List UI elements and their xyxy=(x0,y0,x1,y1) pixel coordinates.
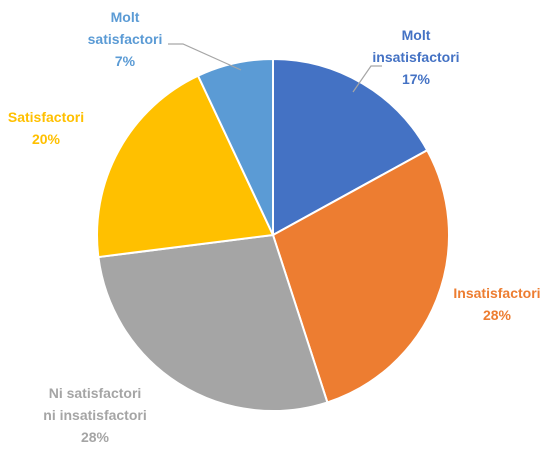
slice-label-4: Molt satisfactori 7% xyxy=(88,9,163,69)
pie-slice-2 xyxy=(97,233,329,412)
leader-line-0 xyxy=(352,65,382,93)
slice-label-1: Insatisfactori 28% xyxy=(453,285,540,323)
slice-label-2: Ni satisfactori ni insatisfactori 28% xyxy=(43,385,146,445)
pie-slice-3 xyxy=(96,74,275,259)
slice-label-3: Satisfactori 20% xyxy=(8,109,84,147)
pie-slice-0 xyxy=(272,57,429,237)
pie-slice-4 xyxy=(196,57,274,236)
pie-slice-1 xyxy=(271,148,450,404)
leader-line-4 xyxy=(168,43,242,71)
slice-label-0: Molt insatisfactori 17% xyxy=(372,27,459,87)
